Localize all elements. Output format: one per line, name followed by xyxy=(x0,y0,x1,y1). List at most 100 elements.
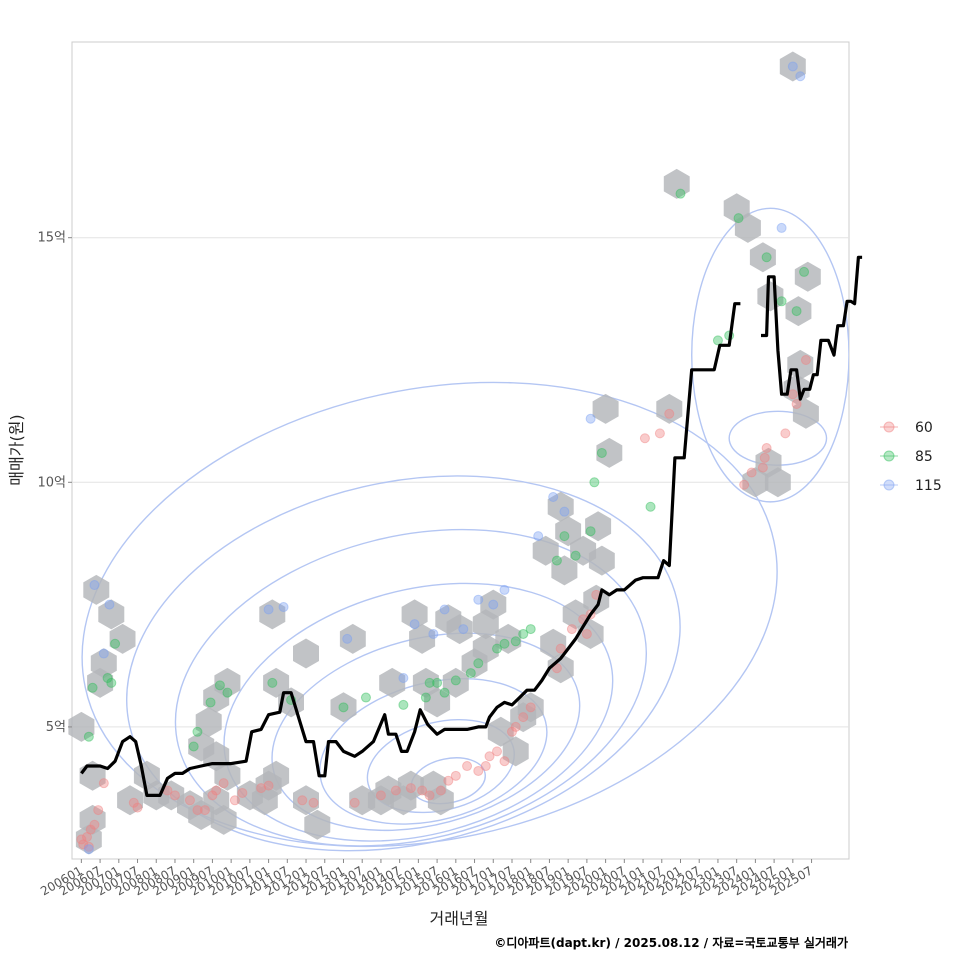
point-85 xyxy=(675,188,686,199)
point-85 xyxy=(645,501,656,512)
point-85 xyxy=(267,677,278,688)
hexbin xyxy=(442,667,469,698)
hexbin xyxy=(330,692,357,723)
point-115 xyxy=(409,619,420,630)
y-axis-title: 매매가(원) xyxy=(7,414,26,485)
point-115 xyxy=(83,844,94,855)
point-85 xyxy=(712,335,723,346)
hexbin xyxy=(547,653,574,684)
point-85 xyxy=(589,477,600,488)
hexbin xyxy=(68,711,95,742)
hexbin xyxy=(304,809,331,840)
hexbin xyxy=(472,633,499,664)
point-60 xyxy=(492,746,503,757)
point-85 xyxy=(110,638,121,649)
point-60 xyxy=(780,428,791,439)
point-115 xyxy=(428,628,439,639)
hexbin xyxy=(109,623,136,654)
point-60 xyxy=(199,805,210,816)
point-85 xyxy=(360,692,371,703)
point-85 xyxy=(551,555,562,566)
point-60 xyxy=(746,467,757,478)
point-60 xyxy=(93,805,104,816)
hexbin xyxy=(98,599,125,630)
legend-key-60 xyxy=(883,421,895,433)
hexbin xyxy=(409,623,436,654)
density-contour xyxy=(691,207,849,503)
point-60 xyxy=(566,624,577,635)
hexbin-layer xyxy=(68,51,821,855)
point-115 xyxy=(499,584,510,595)
legend-item-115: 115 xyxy=(880,478,942,494)
legend-label-115: 115 xyxy=(915,478,942,494)
point-85 xyxy=(214,680,225,691)
point-60 xyxy=(89,819,100,830)
hexbin xyxy=(585,511,612,542)
point-60 xyxy=(81,831,92,842)
hexbin xyxy=(742,467,769,498)
point-115 xyxy=(89,580,100,591)
point-85 xyxy=(791,306,802,317)
point-85 xyxy=(596,447,607,458)
plot-panel xyxy=(71,41,850,860)
hexbin xyxy=(117,785,143,816)
legend-key-85 xyxy=(883,450,895,462)
point-85 xyxy=(106,677,117,688)
point-60 xyxy=(390,785,401,796)
hexbin xyxy=(734,212,761,243)
point-115 xyxy=(585,413,596,424)
point-60 xyxy=(462,761,473,772)
point-60 xyxy=(739,479,750,490)
point-60 xyxy=(759,452,770,463)
legend: 60 85 115 xyxy=(880,420,942,494)
point-115 xyxy=(398,672,409,683)
point-85 xyxy=(518,628,529,639)
hexbin xyxy=(532,535,559,566)
point-85 xyxy=(439,687,450,698)
hexbin xyxy=(446,614,473,645)
median-line-1 xyxy=(80,302,741,798)
point-60 xyxy=(83,841,94,852)
hexbin xyxy=(472,609,499,640)
source-caption: ©디아파트(dapt.kr) / 2025.08.12 / 자료=국토교통부 실… xyxy=(494,935,848,950)
hexbin xyxy=(379,667,406,698)
point-115 xyxy=(98,648,109,659)
point-60 xyxy=(405,783,416,794)
point-115 xyxy=(439,604,450,615)
point-60 xyxy=(184,795,195,806)
point-60 xyxy=(525,702,536,713)
hexbin xyxy=(792,398,819,429)
legend-item-85: 85 xyxy=(880,449,933,465)
point-85 xyxy=(87,682,98,693)
y-axis-ticks: 5억 10억 15억 xyxy=(37,231,72,735)
hexbin xyxy=(562,599,589,630)
hexbin xyxy=(259,599,286,630)
point-115 xyxy=(795,71,806,82)
hexbin xyxy=(551,555,578,586)
hexbin xyxy=(214,667,241,698)
point-60 xyxy=(506,726,517,737)
point-115 xyxy=(488,599,499,610)
point-85 xyxy=(799,266,810,277)
point-115 xyxy=(776,222,787,233)
hexbin xyxy=(424,687,451,718)
legend-key-115 xyxy=(883,479,895,491)
hexbin xyxy=(188,731,215,762)
hexbin xyxy=(794,261,821,292)
density-contour xyxy=(126,475,681,852)
point-85 xyxy=(733,213,744,224)
point-85 xyxy=(188,741,199,752)
point-85 xyxy=(776,296,787,307)
point-60 xyxy=(664,408,675,419)
point-85 xyxy=(450,675,461,686)
point-115 xyxy=(342,633,353,644)
point-60 xyxy=(297,795,308,806)
hexbin xyxy=(787,349,814,380)
point-85 xyxy=(499,638,510,649)
point-60 xyxy=(169,790,180,801)
point-115 xyxy=(458,624,469,635)
hexbin xyxy=(75,824,102,855)
point-60 xyxy=(375,790,386,801)
point-85 xyxy=(398,699,409,710)
